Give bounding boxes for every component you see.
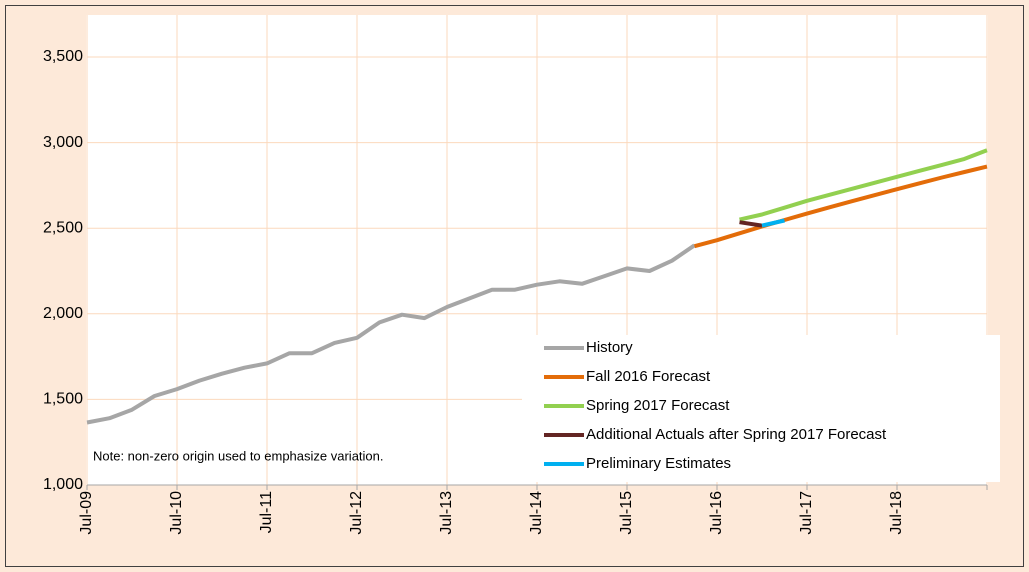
y-tick-label: 3,000 [43, 134, 83, 151]
legend-label: Additional Actuals after Spring 2017 For… [586, 426, 887, 443]
legend-label: Spring 2017 Forecast [586, 397, 730, 414]
x-tick-label: Jul-17 [798, 491, 815, 535]
series-line [86, 243, 696, 425]
series-line [739, 220, 763, 228]
series-line [693, 164, 988, 249]
x-tick-label: Jul-13 [438, 491, 455, 535]
series-line [739, 148, 988, 222]
x-tick-label: Jul-14 [528, 491, 545, 535]
frame [5, 5, 1024, 567]
legend-label: Preliminary Estimates [586, 455, 731, 472]
y-tick-label: 2,500 [43, 219, 83, 236]
legend-label: History [586, 339, 633, 356]
x-tick-label: Jul-12 [348, 491, 365, 535]
series-line [761, 218, 785, 228]
y-tick-label: 1,500 [43, 391, 83, 408]
x-tick-label: Jul-10 [168, 491, 185, 535]
x-tick-label: Jul-11 [258, 491, 275, 533]
y-tick-label: 2,000 [43, 305, 83, 322]
y-tick-label: 3,500 [43, 48, 83, 65]
x-tick-label: Jul-18 [888, 491, 905, 535]
x-tick-label: Jul-15 [618, 491, 635, 535]
legend-box [522, 335, 1000, 482]
y-tick-label: 1,000 [43, 476, 83, 493]
x-tick-label: Jul-09 [78, 491, 95, 535]
note: Note: non-zero origin used to emphasize … [93, 448, 384, 463]
legend-label: Fall 2016 Forecast [586, 368, 711, 385]
x-tick-label: Jul-16 [708, 491, 725, 535]
